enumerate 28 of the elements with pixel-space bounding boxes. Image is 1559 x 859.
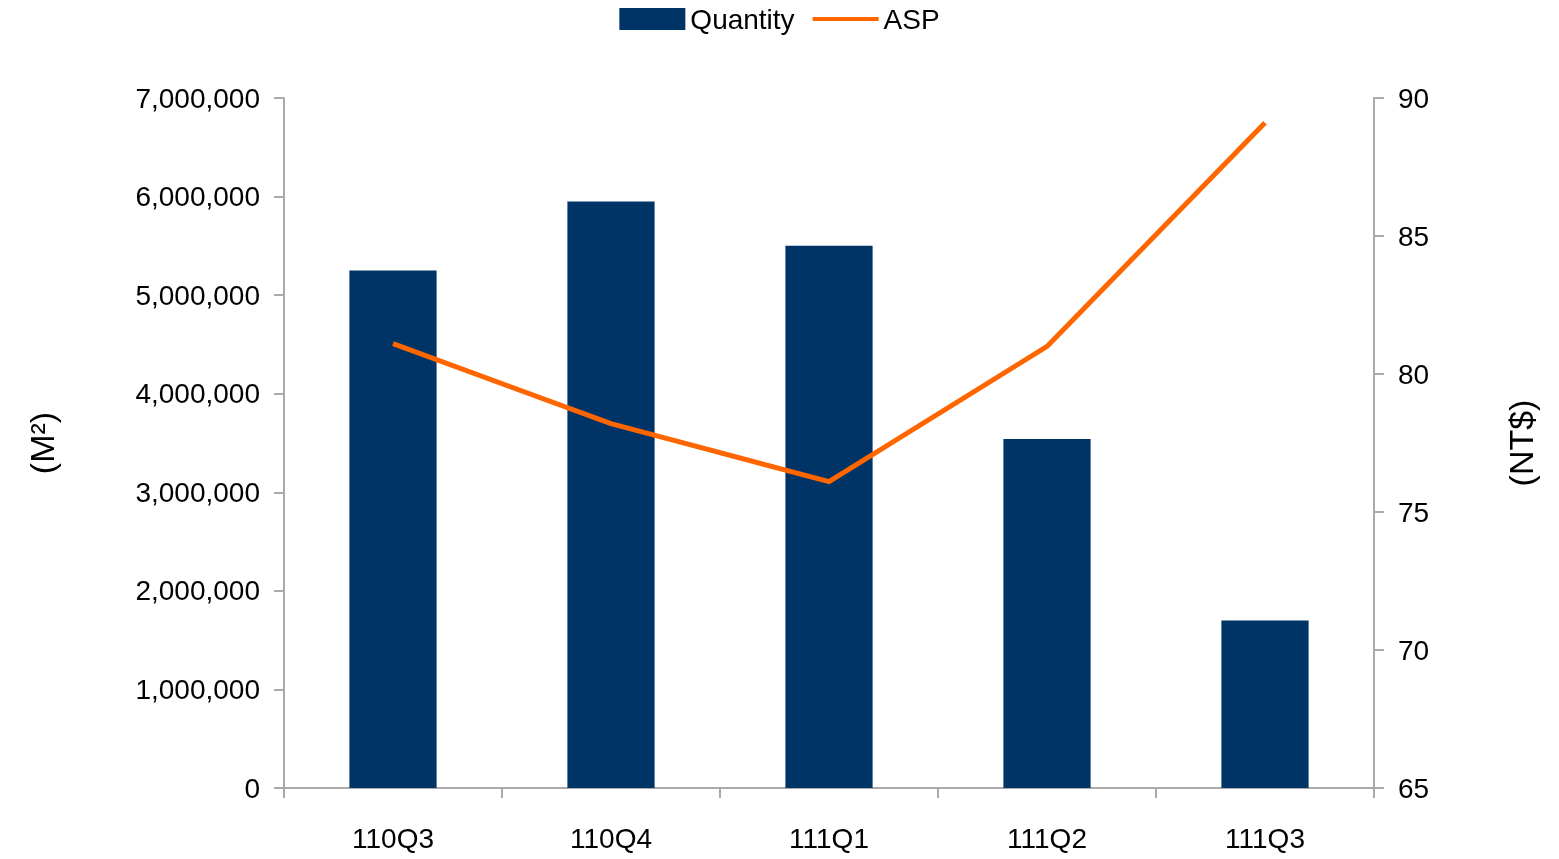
y2-axis-title: (NT$) bbox=[1502, 399, 1540, 487]
x-tick-label: 111Q1 bbox=[789, 822, 869, 854]
x-tick-label: 111Q2 bbox=[1007, 822, 1087, 854]
y-tick-label: 7,000,000 bbox=[135, 82, 260, 114]
y2-tick-label: 85 bbox=[1398, 220, 1430, 252]
x-tick-label: 111Q3 bbox=[1225, 822, 1305, 854]
y2-tick-label: 65 bbox=[1398, 772, 1430, 804]
y-tick-label: 0 bbox=[244, 772, 260, 804]
bar bbox=[785, 245, 873, 788]
bar bbox=[1003, 439, 1091, 788]
y-tick-label: 2,000,000 bbox=[135, 575, 260, 607]
bar bbox=[349, 270, 437, 788]
legend-label: ASP bbox=[883, 3, 940, 35]
y-tick-label: 4,000,000 bbox=[135, 378, 260, 410]
bar bbox=[567, 201, 655, 788]
x-tick-label: 110Q3 bbox=[352, 822, 434, 854]
y-tick-label: 1,000,000 bbox=[135, 673, 260, 705]
legend-label: Quantity bbox=[690, 3, 795, 35]
y-axis-title: (M²) bbox=[23, 411, 61, 475]
y2-tick-label: 90 bbox=[1398, 82, 1430, 114]
y2-tick-label: 80 bbox=[1398, 358, 1430, 390]
bar bbox=[1221, 620, 1309, 788]
y-tick-label: 5,000,000 bbox=[135, 279, 260, 311]
y2-tick-label: 70 bbox=[1398, 634, 1430, 666]
y2-tick-label: 75 bbox=[1398, 496, 1430, 528]
y-tick-label: 3,000,000 bbox=[135, 476, 260, 508]
y-tick-label: 6,000,000 bbox=[135, 181, 260, 213]
x-tick-label: 110Q4 bbox=[570, 822, 652, 854]
